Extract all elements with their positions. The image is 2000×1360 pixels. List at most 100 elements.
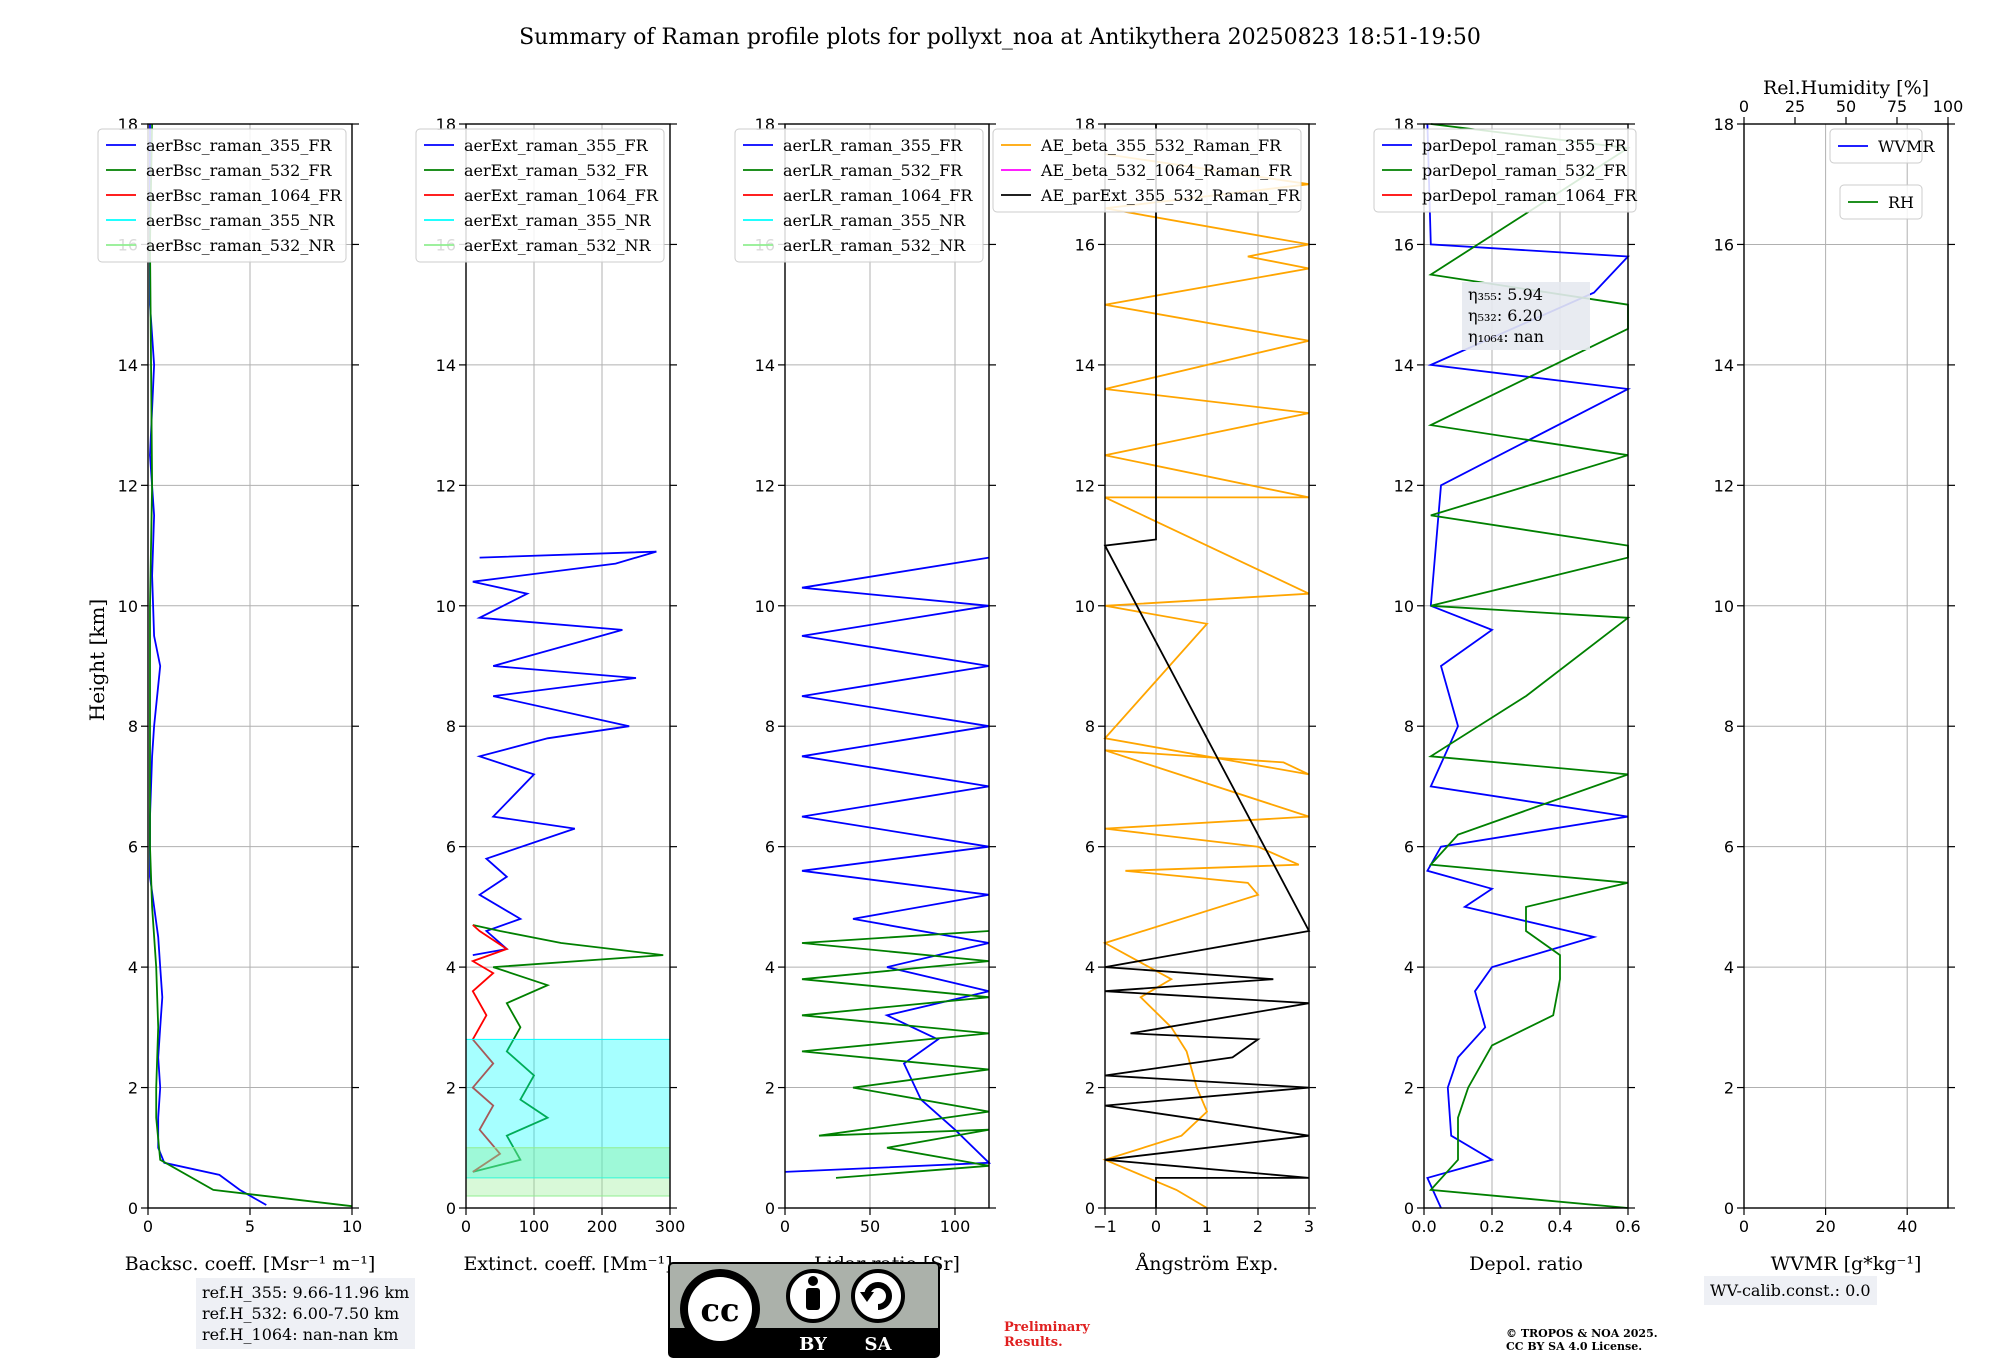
angstrom-ytick-label: 4 [1085,958,1095,977]
extinction-xtick-label: 0 [461,1217,471,1236]
angstrom-xtick-label: −1 [1093,1217,1117,1236]
wvmr-ytick-label: 12 [1714,476,1734,495]
lidar-ratio-axes-frame [784,123,990,1209]
ref-h-355: ref.H_355: 9.66-11.96 km [202,1283,410,1302]
wvmr-top-xtick-label: 25 [1785,97,1805,116]
license-sa-label: SA [865,1334,893,1355]
lidar-ratio-xtick-label: 0 [780,1217,790,1236]
depol-ytick-label: 16 [1394,235,1414,254]
angstrom-legend-entry: AE_beta_355_532_Raman_FR [1040,136,1282,155]
panel-lidar-ratio: 024681012141618050100Lidar ratio [Sr]aer… [734,115,996,1275]
wvmr-ytick-label: 10 [1714,597,1734,616]
angstrom-ytick-label: 6 [1085,838,1095,857]
depol-legend-box [1373,128,1637,213]
depol-eta-annotation: η₁₀₆₄: nan [1468,327,1544,346]
lidar-ratio-ytick-label: 14 [755,356,775,375]
lidar-ratio-ytick-label: 6 [765,838,775,857]
preliminary-line-2: Results. [1004,1335,1063,1350]
extinction-xlabel: Extinct. coeff. [Mm⁻¹] [463,1253,672,1275]
series-aerExt_raman_532_FR [472,924,664,1173]
extinction-legend-entry: aerExt_raman_355_FR [464,136,649,155]
wvmr-ytick-label: 18 [1714,115,1734,134]
backscatter-ytick-label: 2 [128,1079,138,1098]
angstrom-ytick-label: 2 [1085,1079,1095,1098]
series-aerBsc_raman_355_FR [149,124,267,1206]
license-by-label: BY [799,1334,828,1355]
depol-eta-annotation: η₅₃₂: 6.20 [1468,306,1543,325]
copyright-line-1: © TROPOS & NOA 2025. [1506,1327,1658,1340]
copyright-notice: © TROPOS & NOA 2025. CC BY SA 4.0 Licens… [1506,1327,1658,1353]
series-aerLR_raman_355_FR [784,556,992,1173]
preliminary-results-note: Preliminary Results. [1004,1320,1090,1350]
attribution-icon [786,1269,840,1323]
lidar-ratio-legend-entry: aerLR_raman_1064_FR [783,186,973,205]
backscatter-ytick-label: 4 [128,958,138,977]
backscatter-ytick-label: 6 [128,838,138,857]
extinction-legend-entry: aerExt_raman_1064_FR [464,186,659,205]
depol-legend-entry: parDepol_raman_355_FR [1422,136,1628,155]
depol-ytick-label: 14 [1394,356,1414,375]
backscatter-ytick-label: 8 [128,717,138,736]
extinction-legend-entry: aerExt_raman_532_FR [464,161,649,180]
copyright-line-2: CC BY SA 4.0 License. [1506,1340,1643,1353]
wvmr-axes-frame [1743,123,1949,1209]
extinction-axes-frame [465,123,671,1209]
wvmr-ytick-label: 14 [1714,356,1734,375]
backscatter-legend-entry: aerBsc_raman_1064_FR [146,186,343,205]
wvmr-ytick-label: 0 [1724,1199,1734,1218]
lidar-ratio-ytick-label: 2 [765,1079,775,1098]
wv-calibration-box: WV-calib.const.: 0.0 [1704,1276,1877,1305]
panel-wvmr: 0 2 4 6 8 10 12 14 16 18 0 20 40 0 25 50 75 100Rel.Humidi… [1714,77,1964,1275]
angstrom-xtick-label: 1 [1202,1217,1212,1236]
depol-legend-entry: parDepol_raman_532_FR [1422,161,1628,180]
extinction-ytick-label: 4 [446,958,456,977]
series-aerExt_raman_1064_FR [470,924,509,1173]
wvmr-xlabel: WVMR [g*kg⁻¹] [1771,1253,1922,1275]
backscatter-legend-entry: aerBsc_raman_355_FR [146,136,332,155]
wvmr-ytick-label: 8 [1724,717,1734,736]
wvmr-top-xtick-label: 50 [1836,97,1856,116]
series-aerExt_raman_355_FR [472,550,657,956]
backscatter-xtick-label: 5 [245,1217,255,1236]
lidar-ratio-legend-box [734,128,984,263]
extinction-ytick-label: 6 [446,838,456,857]
preliminary-line-1: Preliminary [1004,1320,1090,1335]
backscatter-ytick-label: 12 [118,476,138,495]
series-aerExt_raman_532_NR [465,1147,671,1197]
cc-by-sa-license-badge: cc BY SA [668,1262,940,1358]
angstrom-ytick-label: 10 [1075,597,1095,616]
lidar-ratio-legend-entry: aerLR_raman_532_NR [783,236,966,255]
depol-ytick-label: 0 [1404,1199,1414,1218]
extinction-ytick-label: 14 [436,356,456,375]
wvmr-top-xtick-label: 75 [1887,97,1907,116]
depol-legend-entry: parDepol_raman_1064_FR [1422,186,1638,205]
depol-ytick-label: 10 [1394,597,1414,616]
panel-extinction: 0246810121416180100200300Extinct. coeff.… [415,115,685,1275]
extinction-ytick-label: 2 [446,1079,456,1098]
angstrom-legend-entry: AE_parExt_355_532_Raman_FR [1040,186,1301,205]
backscatter-xlabel: Backsc. coeff. [Msr⁻¹ m⁻¹] [125,1253,376,1275]
backscatter-legend-entry: aerBsc_raman_532_FR [146,161,332,180]
angstrom-ytick-label: 14 [1075,356,1095,375]
depol-ytick-label: 8 [1404,717,1414,736]
figure-title: Summary of Raman profile plots for polly… [519,25,1481,50]
lidar-ratio-ytick-label: 10 [755,597,775,616]
depol-ytick-label: 12 [1394,476,1414,495]
lidar-ratio-xtick-label: 50 [860,1217,880,1236]
series-aerLR_raman_532_FR [801,930,990,1179]
depol-xtick-label: 0.2 [1479,1217,1504,1236]
wvmr-top-xtick-label: 0 [1739,97,1749,116]
depol-xtick-label: 0.4 [1547,1217,1572,1236]
depol-ytick-label: 2 [1404,1079,1414,1098]
depol-xtick-label: 0.6 [1615,1217,1640,1236]
angstrom-legend-entry: AE_beta_532_1064_Raman_FR [1040,161,1292,180]
extinction-ytick-label: 12 [436,476,456,495]
wvmr-legend-entry-rh: RH [1888,193,1914,212]
backscatter-legend-entry: aerBsc_raman_532_NR [146,236,335,255]
cc-logo-text: cc [701,1291,740,1329]
backscatter-legend-entry: aerBsc_raman_355_NR [146,211,335,230]
lidar-ratio-ytick-label: 0 [765,1199,775,1218]
angstrom-xtick-label: 2 [1253,1217,1263,1236]
angstrom-ytick-label: 12 [1075,476,1095,495]
